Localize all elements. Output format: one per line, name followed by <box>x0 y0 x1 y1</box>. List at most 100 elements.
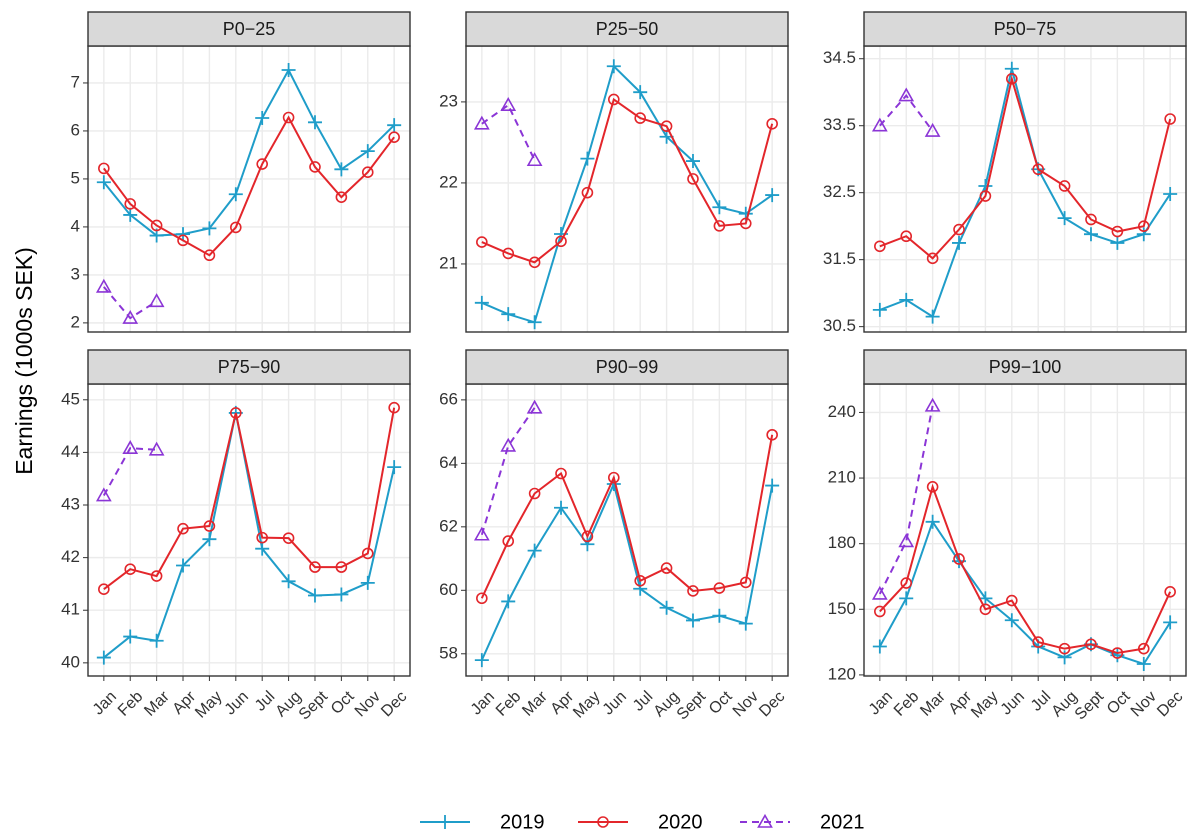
point <box>387 460 402 475</box>
point <box>580 151 595 166</box>
point <box>148 441 165 456</box>
point <box>177 522 189 535</box>
point <box>281 574 296 589</box>
y-tick-label: 43 <box>61 494 80 513</box>
point <box>500 437 517 452</box>
point <box>634 574 646 587</box>
point <box>95 278 112 293</box>
point <box>687 173 699 185</box>
point <box>500 97 517 111</box>
point <box>360 575 375 590</box>
y-tick-label: 41 <box>61 600 80 619</box>
point <box>953 553 965 565</box>
series-line <box>481 64 773 324</box>
point <box>979 603 992 616</box>
point <box>555 235 567 248</box>
x-tick-label: Feb <box>115 688 147 720</box>
series-line <box>102 447 157 497</box>
y-tick-label: 180 <box>828 533 856 552</box>
point <box>123 629 138 644</box>
point <box>256 531 268 544</box>
point <box>473 115 490 130</box>
x-tick-label: Dec <box>378 688 410 720</box>
point <box>122 440 139 454</box>
point <box>176 227 191 242</box>
point <box>528 256 541 269</box>
point <box>149 633 164 648</box>
panel-title: P50−75 <box>994 19 1057 39</box>
point <box>1085 213 1097 226</box>
point <box>581 186 594 199</box>
point <box>501 594 516 609</box>
point <box>633 581 648 596</box>
point <box>712 608 727 623</box>
x-tick-label: Jan <box>90 688 120 718</box>
y-tick-label: 33.5 <box>823 115 856 134</box>
point <box>1032 163 1044 176</box>
point <box>95 487 112 502</box>
x-tick-label: Oct <box>706 688 736 718</box>
strip <box>863 11 1187 47</box>
point <box>713 582 726 594</box>
point <box>1111 647 1124 659</box>
y-tick-label: 42 <box>61 547 80 566</box>
point <box>150 219 163 232</box>
point <box>256 158 268 170</box>
y-tick-label: 22 <box>439 172 458 191</box>
point <box>712 200 727 215</box>
x-tick-label: Mar <box>917 688 949 720</box>
point <box>230 407 242 419</box>
point <box>926 481 939 493</box>
series-line <box>879 93 934 132</box>
point <box>685 613 700 628</box>
point <box>474 295 489 310</box>
point <box>634 112 646 124</box>
x-tick-label: Jun <box>600 688 630 718</box>
point <box>361 547 374 560</box>
point <box>527 543 542 558</box>
plot-background <box>88 46 410 332</box>
y-tick-label: 120 <box>828 664 856 683</box>
y-axis-label: Earnings (1000s SEK) <box>11 247 37 475</box>
point <box>1136 656 1151 671</box>
point <box>388 401 400 414</box>
x-tick-label: Feb <box>493 688 525 720</box>
x-tick-label: May <box>968 688 1001 721</box>
point <box>228 187 243 202</box>
point <box>555 467 567 480</box>
point <box>900 230 913 243</box>
plot-background <box>466 46 788 332</box>
point <box>307 115 322 130</box>
x-tick-label: Nov <box>352 688 384 720</box>
panel-title: P25−50 <box>596 19 659 39</box>
series-line <box>103 67 395 237</box>
point <box>334 587 349 602</box>
point <box>1006 73 1018 85</box>
x-tick-label: Nov <box>730 688 762 720</box>
x-tick-label: May <box>192 688 225 721</box>
y-tick-label: 58 <box>439 643 458 662</box>
point <box>177 234 189 247</box>
y-tick-label: 66 <box>439 389 458 408</box>
x-tick-label: Dec <box>1154 688 1186 720</box>
y-tick-label: 2 <box>71 312 80 331</box>
point <box>203 520 216 532</box>
series-line <box>879 68 1171 319</box>
point <box>1006 594 1018 607</box>
y-tick-label: 34.5 <box>823 48 856 67</box>
y-tick-label: 5 <box>71 168 80 187</box>
point <box>739 217 752 230</box>
point <box>580 537 595 552</box>
point <box>606 59 621 74</box>
point <box>282 111 295 124</box>
strip <box>87 11 411 47</box>
legend-marker <box>757 813 773 828</box>
point <box>925 514 940 529</box>
point <box>1163 615 1178 630</box>
x-tick-label: Sept <box>674 688 710 724</box>
point <box>124 198 137 210</box>
point <box>924 122 941 137</box>
point <box>476 236 488 248</box>
point <box>203 249 216 262</box>
